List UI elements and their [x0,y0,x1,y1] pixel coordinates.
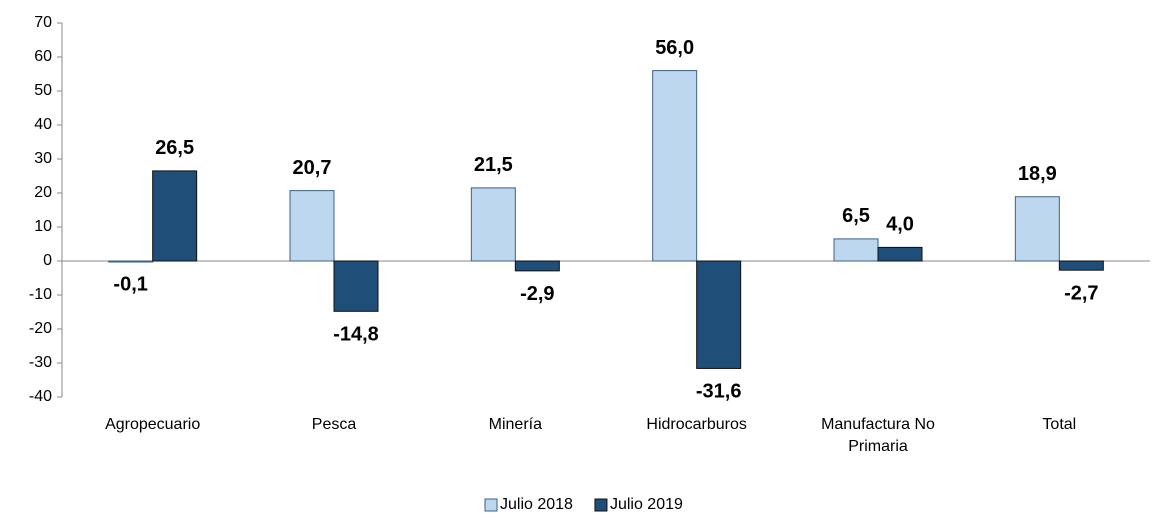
y-tick-label: 70 [34,14,52,31]
x-tick-label: Total [1042,416,1077,433]
y-tick-label: -20 [29,320,52,337]
bar [470,187,516,262]
x-tick-label: Manufactura No Primaria [821,416,935,455]
bar [1058,260,1104,271]
y-tick-label: 20 [34,184,52,201]
value-label: 18,9 [1018,163,1057,185]
bar [696,260,742,369]
y-tick-label: 50 [34,82,52,99]
bar [289,190,335,262]
value-label: -14,8 [333,324,379,346]
value-label: -2,9 [520,283,554,305]
x-tick-label: Hidrocarburos [646,416,747,433]
y-tick-label: 60 [34,48,52,65]
y-tick-label: 40 [34,116,52,133]
bar [514,260,560,272]
bar [877,246,923,262]
bar [108,260,154,263]
y-tick-label: 30 [34,150,52,167]
value-label: 20,7 [293,157,332,179]
bar [652,70,698,262]
value-label: -31,6 [696,381,742,403]
x-tick-label: Pesca [311,416,357,433]
legend-label: Julio 2018 [500,496,573,513]
y-tick-label: -10 [29,286,52,303]
bar [833,238,879,262]
y-tick-label: 10 [34,218,52,235]
value-label: 56,0 [655,37,694,59]
legend-swatch [594,498,608,512]
x-tick-label: Minería [488,416,542,433]
x-tick-label: Agropecuario [105,416,201,433]
value-label: -0,1 [113,274,147,296]
value-label: -2,7 [1064,282,1098,304]
legend-swatch [484,498,498,512]
legend-label: Julio 2019 [610,496,683,513]
y-tick-label: -40 [29,388,52,405]
bar [1014,196,1060,262]
y-tick-label: 0 [43,252,52,269]
value-label: 4,0 [886,214,914,236]
value-label: 26,5 [155,137,194,159]
y-tick-label: -30 [29,354,52,371]
bar [333,260,379,312]
value-label: 21,5 [474,154,513,176]
bar [152,170,198,262]
value-label: 6,5 [842,205,870,227]
